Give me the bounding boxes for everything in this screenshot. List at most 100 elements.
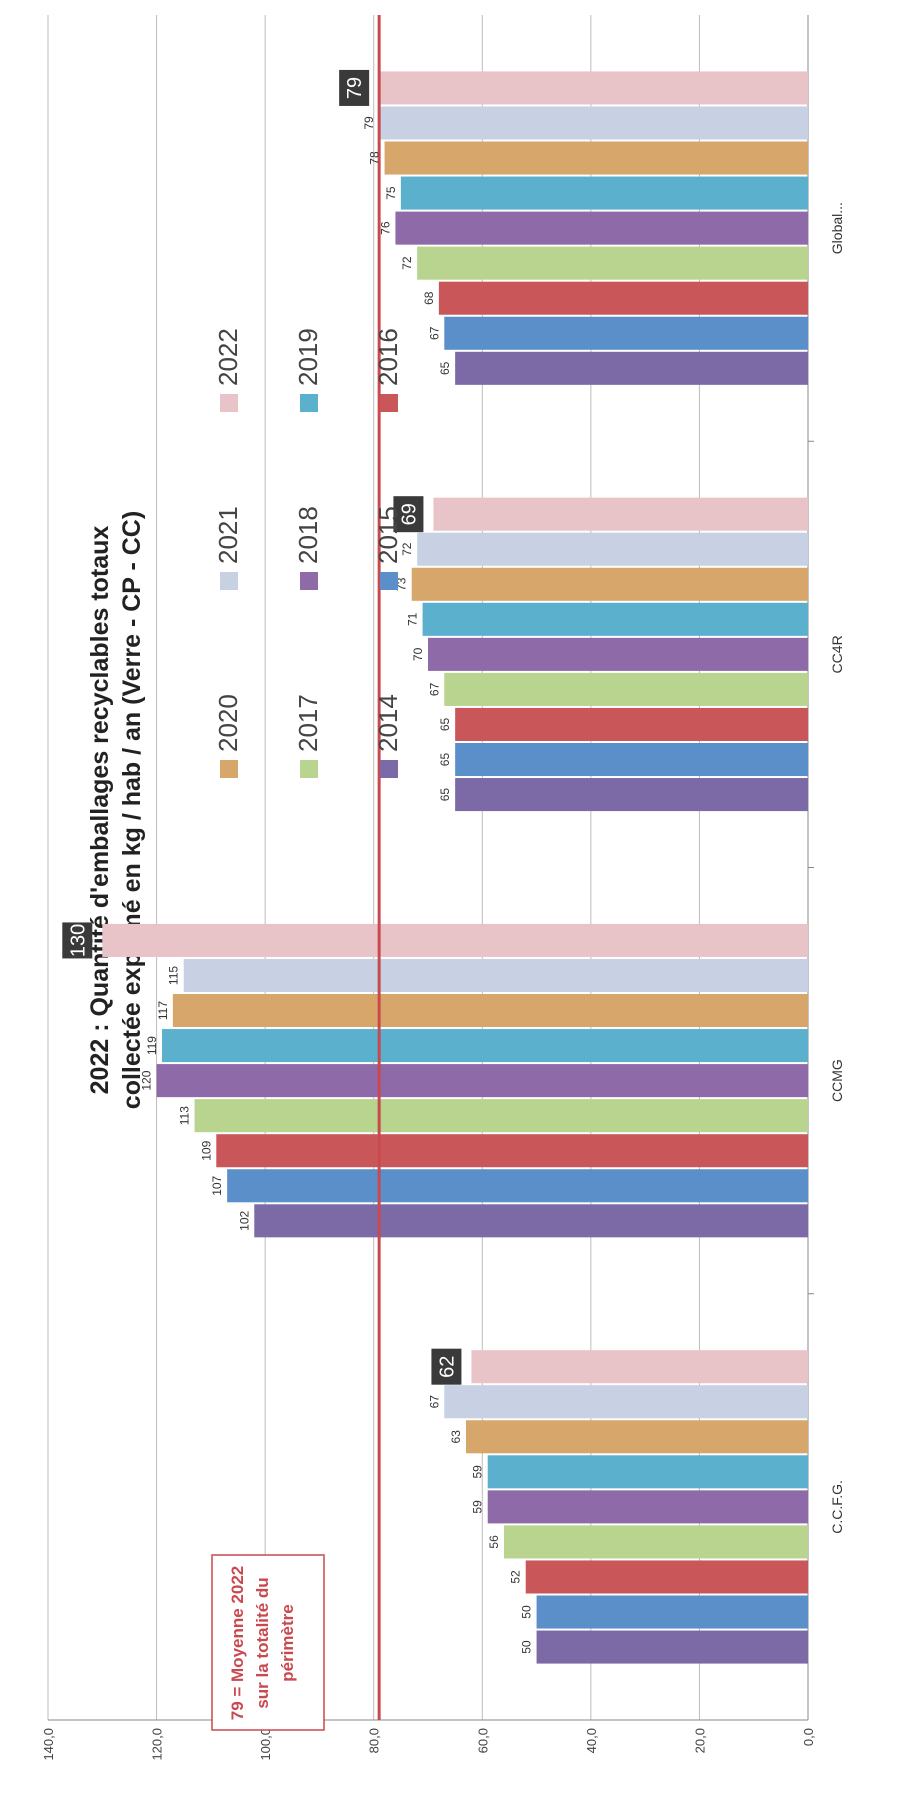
chart-title-line-1: 2022 : Quantité d'emballages recyclables… [86, 526, 114, 1095]
data-label: 72 [400, 256, 414, 270]
y-tick-label: 0,0 [801, 1728, 816, 1746]
legend-label: 2020 [213, 694, 243, 752]
highlight-value-label: 130 [67, 924, 89, 957]
bar [444, 672, 808, 706]
y-tick-label: 80,0 [367, 1728, 382, 1753]
data-label: 102 [237, 1210, 251, 1230]
bar [216, 1134, 809, 1168]
y-tick-label: 100,0 [258, 1728, 273, 1761]
bar [455, 351, 808, 385]
data-label: 115 [167, 966, 181, 985]
chart-title-line-2: collectée exprimé en kg / hab / an (Verr… [118, 511, 146, 1109]
data-label: 50 [520, 1640, 534, 1654]
bar [194, 1099, 809, 1133]
data-label: 67 [427, 326, 441, 340]
data-label: 76 [378, 221, 392, 235]
legend-swatch [220, 760, 238, 778]
legend-label: 2016 [373, 328, 403, 386]
bar [384, 141, 808, 175]
legend-swatch [220, 572, 238, 590]
bar [487, 1490, 808, 1524]
data-label: 78 [368, 151, 382, 165]
legend-label: 2019 [293, 328, 323, 386]
category-label: C.C.F.G. [829, 1480, 845, 1534]
bar [172, 994, 809, 1028]
bar [438, 281, 808, 315]
bar [417, 532, 808, 566]
category-label: Global... [829, 202, 845, 254]
data-label: 65 [438, 717, 452, 731]
data-label: 65 [438, 788, 452, 802]
value-labels: 50 50 52 56 59 59 63 67 62 102 107 109 113 120 119 117 1… [62, 69, 534, 1654]
bar [525, 1560, 808, 1594]
data-label: 67 [427, 1395, 441, 1409]
bars [102, 15, 809, 1720]
data-label: 75 [384, 186, 398, 200]
highlight-value-box [393, 496, 424, 533]
data-label: 63 [449, 1430, 463, 1444]
bar [455, 742, 808, 777]
annotation-line-1: 79 = Moyenne 2022 [228, 1566, 247, 1721]
highlight-value-label: 69 [398, 503, 420, 525]
legend-label: 2022 [213, 328, 243, 386]
data-label: 113 [178, 1106, 192, 1125]
data-label: 67 [427, 682, 441, 696]
legend-label: 2021 [213, 506, 243, 564]
highlight-value-box [339, 69, 370, 106]
data-label: 59 [471, 1500, 485, 1514]
y-tick-label: 60,0 [475, 1728, 490, 1753]
bar [455, 707, 808, 741]
annotation-box [211, 1554, 325, 1731]
highlight-value-label: 79 [344, 77, 366, 99]
bar [471, 1350, 808, 1384]
highlight-value-box [62, 922, 93, 959]
legend-swatch [380, 760, 398, 778]
bar [536, 1595, 808, 1629]
data-label: 65 [438, 361, 452, 375]
bar [433, 497, 808, 531]
legend-swatch [380, 572, 398, 590]
data-label: 73 [395, 577, 409, 591]
category-labels: C.C.F.G. CCMG CC4R Global... [829, 202, 845, 1534]
annotation-line-3: périmètre [278, 1604, 297, 1681]
legend: 2014 2015 2016 2017 2018 2019 2020 2021 2022 [213, 328, 403, 778]
data-label: 117 [156, 1001, 170, 1020]
annotation-line-2: sur la totalité du [253, 1577, 272, 1708]
legend-label: 2017 [293, 694, 323, 752]
data-label: 109 [199, 1140, 213, 1160]
bar [227, 1169, 808, 1203]
bar [455, 778, 808, 812]
data-label: 70 [411, 647, 425, 661]
y-tick-label: 20,0 [692, 1728, 707, 1753]
bar [379, 71, 808, 105]
y-axis: 0,0 20,0 40,0 60,0 80,0 100,0 120,0 140,0 [41, 440, 816, 1761]
data-label: 107 [210, 1175, 224, 1195]
bar [395, 211, 808, 245]
y-tick-label: 140,0 [41, 1728, 56, 1761]
data-label: 119 [145, 1036, 159, 1055]
highlight-value-label: 62 [436, 1356, 458, 1378]
bar [379, 106, 808, 140]
bar [400, 176, 808, 210]
highlight-value-box [431, 1348, 462, 1385]
legend-swatch [300, 572, 318, 590]
bar [428, 637, 808, 671]
data-label: 52 [509, 1570, 523, 1584]
bar [411, 567, 808, 601]
bar [536, 1630, 808, 1664]
bar [102, 923, 809, 957]
data-label: 72 [400, 542, 414, 556]
bar [444, 1385, 808, 1419]
average-annotation: 79 = Moyenne 2022 sur la totalité du pér… [211, 1554, 325, 1731]
data-label: 68 [422, 291, 436, 305]
data-label: 79 [362, 116, 376, 130]
legend-swatch [300, 760, 318, 778]
legend-swatch [300, 394, 318, 412]
bar [417, 246, 808, 280]
legend-label: 2015 [373, 506, 403, 564]
data-label: 71 [406, 612, 420, 626]
data-label: 120 [140, 1070, 154, 1090]
bar [156, 1064, 809, 1098]
data-label: 65 [438, 753, 452, 767]
